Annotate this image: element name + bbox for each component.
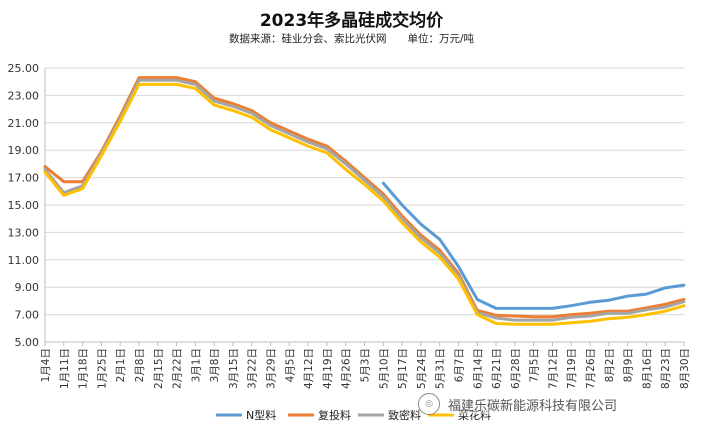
x-tick-label: 8月16日: [641, 348, 653, 389]
x-tick-label: 7月26日: [585, 348, 597, 389]
x-tick-label: 8月23日: [660, 348, 672, 389]
series-line-菜花料: [43, 82, 686, 326]
series-line-复投料: [43, 76, 686, 319]
legend-label: N型料: [246, 408, 276, 422]
chart-subtitle: 数据来源：硅业分会、索比光伏网 单位：万元/吨: [228, 33, 475, 45]
y-tick-label: 13.00: [8, 226, 40, 239]
x-tick-label: 3月1日: [190, 348, 202, 382]
gridlines: [45, 67, 684, 343]
x-tick-label: 5月3日: [360, 348, 372, 382]
x-tick-label: 3月8日: [209, 348, 221, 382]
x-tick-label: 1月18日: [78, 348, 90, 389]
x-tick-label: 4月19日: [322, 348, 334, 389]
x-tick-label: 8月9日: [623, 348, 635, 382]
y-tick-label: 25.00: [8, 62, 40, 75]
chart-title: 2023年多晶硅成交均价: [259, 11, 444, 31]
x-tick-label: 7月5日: [529, 348, 541, 382]
x-tick-label: 6月14日: [472, 348, 484, 389]
x-tick-label: 2月8日: [134, 348, 146, 382]
x-tick-label: 4月5日: [284, 348, 296, 382]
y-tick-label: 17.00: [8, 172, 40, 185]
x-tick-label: 5月17日: [397, 348, 409, 389]
y-tick-label: 21.00: [8, 117, 40, 130]
y-tick-label: 19.00: [8, 144, 40, 157]
x-tick-label: 5月24日: [416, 348, 428, 389]
x-tick-label: 3月15日: [228, 348, 240, 389]
x-tick-labels: 1月4日 1月11日 1月18日 1月25日 2月1日 2月8日 2月15日 2月22日 3月1…: [40, 348, 691, 389]
legend: N型料 复投料 致密料 菜花料: [216, 408, 491, 422]
x-tick-label: 7月12日: [547, 348, 559, 389]
x-tick-label: 8月30日: [679, 348, 691, 389]
x-tick-label: 2月22日: [172, 348, 184, 389]
x-tick-label: 8月2日: [604, 348, 616, 382]
watermark-text: 福建乐碳新能源科技有限公司: [448, 394, 618, 414]
y-tick-label: 7.00: [15, 309, 40, 322]
x-tick-label: 5月31日: [435, 348, 447, 389]
x-tick-label: 7月19日: [566, 348, 578, 389]
y-tick-labels: 5.00 7.00 9.00 11.00 13.00 15.00 17.00 19.00 21.…: [8, 62, 40, 349]
watermark: ◎ 福建乐碳新能源科技有限公司: [418, 393, 618, 415]
x-tick-label: 3月29日: [266, 348, 278, 389]
y-tick-label: 23.00: [8, 89, 40, 102]
x-tick-label: 5月10日: [378, 348, 390, 389]
wechat-official-account-icon: ◎: [418, 393, 440, 415]
x-tick-label: 1月11日: [59, 348, 71, 389]
x-tick-label: 6月21日: [491, 348, 503, 389]
x-tick-label: 2月1日: [115, 348, 127, 382]
x-tick-label: 6月28日: [510, 348, 522, 389]
series-line-N型料: [381, 181, 686, 310]
y-tick-label: 5.00: [15, 336, 40, 349]
series-line-致密料: [43, 78, 686, 322]
x-tick-label: 1月25日: [96, 348, 108, 389]
y-tick-label: 11.00: [8, 254, 40, 267]
x-tick-label: 1月4日: [40, 348, 52, 382]
series-lines: [43, 76, 686, 326]
legend-label: 菜花料: [458, 408, 491, 422]
y-tick-label: 9.00: [15, 281, 40, 294]
x-tick-label: 4月26日: [341, 348, 353, 389]
x-tick-label: 2月15日: [153, 348, 165, 389]
y-tick-label: 15.00: [8, 199, 40, 212]
legend-label: 复投料: [318, 408, 351, 422]
axes: [44, 68, 685, 346]
x-tick-label: 6月7日: [453, 348, 465, 382]
x-tick-label: 4月12日: [303, 348, 315, 389]
x-tick-label: 3月22日: [247, 348, 259, 389]
legend-label: 致密料: [388, 408, 421, 422]
